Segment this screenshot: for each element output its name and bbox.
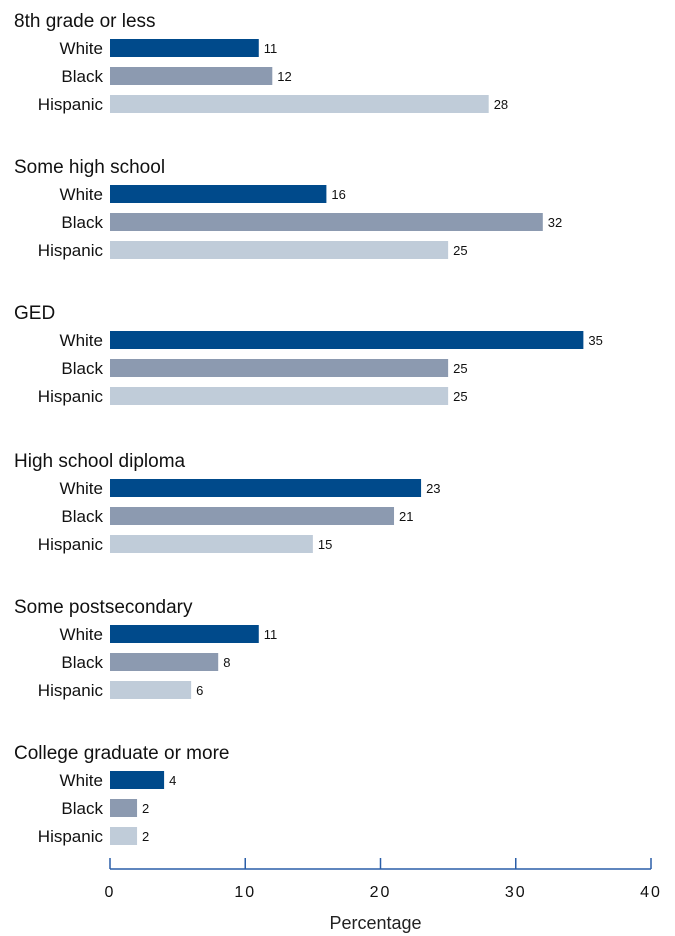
- bar: [110, 771, 164, 789]
- bar-category-label: White: [60, 185, 103, 204]
- bar-value-label: 25: [453, 243, 467, 258]
- bar-category-label: White: [60, 771, 103, 790]
- bar: [110, 479, 421, 497]
- bar-category-label: Black: [61, 799, 103, 818]
- bar: [110, 507, 394, 525]
- bar-value-label: 11: [264, 627, 278, 642]
- group-title: High school diploma: [14, 451, 186, 472]
- bar-value-label: 25: [453, 361, 467, 376]
- bar-value-label: 2: [142, 801, 149, 816]
- bar-value-label: 21: [399, 509, 413, 524]
- bar-group: 8th grade or less White 11 Black 12 Hispanic 2…: [14, 11, 508, 114]
- bar-value-label: 15: [318, 537, 332, 552]
- bar: [110, 95, 489, 113]
- x-tick-label: 20: [370, 884, 392, 901]
- bar: [110, 681, 191, 699]
- bar-category-label: Hispanic: [38, 827, 104, 846]
- group-title: GED: [14, 303, 55, 324]
- bar-value-label: 23: [426, 481, 440, 496]
- x-axis: 0 10 20 30 40 Percentage: [105, 858, 662, 933]
- bar-category-label: Hispanic: [38, 241, 104, 260]
- bar-category-label: Black: [61, 213, 103, 232]
- bar-value-label: 32: [548, 215, 562, 230]
- bar-value-label: 35: [588, 333, 602, 348]
- group-title: Some high school: [14, 157, 165, 178]
- bar-value-label: 25: [453, 389, 467, 404]
- x-axis-ticks: 0 10 20 30 40: [105, 858, 662, 901]
- bar: [110, 213, 543, 231]
- bar: [110, 827, 137, 845]
- x-tick-label: 40: [640, 884, 662, 901]
- x-axis-title: Percentage: [329, 913, 421, 933]
- bar: [110, 185, 326, 203]
- bar: [110, 653, 218, 671]
- bar-value-label: 6: [196, 683, 203, 698]
- bar: [110, 799, 137, 817]
- bar-category-label: Black: [61, 359, 103, 378]
- group-title: Some postsecondary: [14, 597, 193, 618]
- bar-value-label: 2: [142, 829, 149, 844]
- bar: [110, 359, 448, 377]
- bar-category-label: Hispanic: [38, 535, 104, 554]
- bar-category-label: White: [60, 39, 103, 58]
- bar-value-label: 16: [331, 187, 345, 202]
- x-tick-label: 10: [234, 884, 256, 901]
- bar: [110, 535, 313, 553]
- bar-group: Some high school White 16 Black 32 Hispanic 25: [14, 157, 562, 260]
- x-tick-label: 0: [105, 884, 116, 901]
- bar-category-label: Hispanic: [38, 95, 104, 114]
- bar-category-label: Black: [61, 67, 103, 86]
- group-title: 8th grade or less: [14, 11, 156, 32]
- bar-category-label: White: [60, 479, 103, 498]
- bar-group: Some postsecondary White 11 Black 8 Hispanic 6: [14, 597, 277, 700]
- x-tick-label: 30: [505, 884, 527, 901]
- bar-group: GED White 35 Black 25 Hispanic 25: [14, 303, 603, 406]
- bar-category-label: Black: [61, 507, 103, 526]
- bar-value-label: 8: [223, 655, 230, 670]
- bar: [110, 331, 583, 349]
- group-title: College graduate or more: [14, 743, 229, 764]
- bar-value-label: 4: [169, 773, 176, 788]
- bar: [110, 241, 448, 259]
- bar-category-label: Black: [61, 653, 103, 672]
- bar-value-label: 11: [264, 41, 278, 56]
- bar: [110, 387, 448, 405]
- bar-group: College graduate or more White 4 Black 2 Hisp…: [14, 743, 229, 846]
- bar: [110, 39, 259, 57]
- bar-category-label: Hispanic: [38, 681, 104, 700]
- bar-category-label: White: [60, 331, 103, 350]
- bar-group: High school diploma White 23 Black 21 Hispani…: [14, 451, 441, 554]
- bar-category-label: White: [60, 625, 103, 644]
- chart-groups: 8th grade or less White 11 Black 12 Hispanic 2…: [14, 11, 603, 846]
- bar-value-label: 28: [494, 97, 508, 112]
- bar-value-label: 12: [277, 69, 291, 84]
- bar-category-label: Hispanic: [38, 387, 104, 406]
- bar: [110, 67, 272, 85]
- bar: [110, 625, 259, 643]
